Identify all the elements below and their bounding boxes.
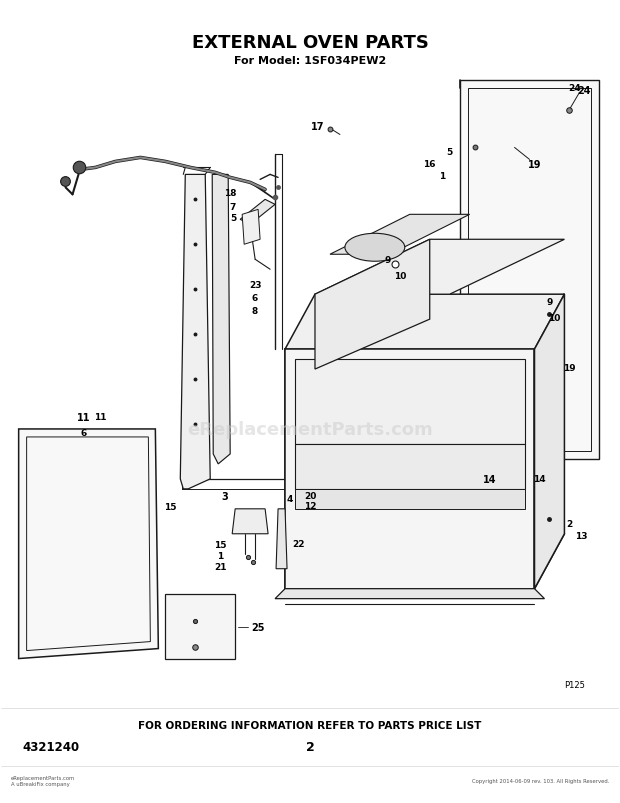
Polygon shape	[315, 240, 564, 295]
Text: 24: 24	[568, 84, 581, 93]
Text: 4: 4	[287, 495, 293, 503]
Polygon shape	[285, 295, 564, 349]
Text: 19: 19	[528, 161, 541, 170]
Text: 2: 2	[566, 520, 572, 528]
Text: 19: 19	[563, 363, 576, 372]
Text: EXTERNAL OVEN PARTS: EXTERNAL OVEN PARTS	[192, 34, 428, 51]
Polygon shape	[275, 589, 544, 599]
Polygon shape	[295, 444, 525, 489]
Text: 1: 1	[438, 172, 445, 181]
Polygon shape	[295, 360, 525, 444]
Text: 18: 18	[224, 189, 236, 198]
Text: For Model: 1SF034PEW2: For Model: 1SF034PEW2	[234, 55, 386, 66]
Text: 6: 6	[81, 429, 87, 438]
Text: 15: 15	[214, 540, 226, 549]
Polygon shape	[180, 175, 210, 489]
Text: 20: 20	[304, 491, 316, 501]
Text: eReplacementParts.com: eReplacementParts.com	[187, 421, 433, 438]
Polygon shape	[212, 175, 230, 464]
Text: 9: 9	[546, 297, 552, 306]
Polygon shape	[276, 509, 287, 569]
Polygon shape	[330, 215, 469, 255]
Text: 11: 11	[94, 413, 107, 422]
Text: FOR ORDERING INFORMATION REFER TO PARTS PRICE LIST: FOR ORDERING INFORMATION REFER TO PARTS …	[138, 720, 482, 731]
Text: 24: 24	[578, 85, 591, 96]
Text: Copyright 2014-06-09 rev. 103. All Rights Reserved.: Copyright 2014-06-09 rev. 103. All Right…	[472, 778, 609, 783]
Text: 7: 7	[229, 202, 236, 211]
Text: 5: 5	[230, 214, 236, 222]
Text: eReplacementParts.com
A uBreakiFix company: eReplacementParts.com A uBreakiFix compa…	[11, 775, 75, 786]
Text: 23: 23	[249, 280, 262, 289]
Text: 5: 5	[446, 148, 453, 157]
Polygon shape	[19, 430, 158, 658]
Text: 14: 14	[533, 475, 546, 483]
Text: 16: 16	[423, 160, 436, 169]
Text: 13: 13	[575, 532, 588, 540]
Polygon shape	[285, 349, 534, 589]
Polygon shape	[242, 210, 260, 245]
Ellipse shape	[345, 234, 405, 262]
Polygon shape	[315, 240, 430, 369]
Text: 12: 12	[304, 502, 316, 511]
Text: 9: 9	[384, 255, 391, 264]
Text: 2: 2	[306, 740, 314, 753]
Text: 15: 15	[164, 503, 177, 512]
Polygon shape	[534, 295, 564, 589]
Text: 1: 1	[217, 552, 223, 560]
Text: 4321240: 4321240	[22, 740, 79, 753]
Polygon shape	[295, 489, 525, 509]
Text: 17: 17	[311, 122, 325, 132]
Polygon shape	[459, 80, 600, 459]
Text: 14: 14	[483, 475, 497, 484]
Text: 21: 21	[214, 563, 226, 572]
Text: 25: 25	[251, 622, 265, 632]
Polygon shape	[232, 509, 268, 534]
Polygon shape	[166, 594, 235, 658]
Text: P125: P125	[564, 680, 585, 689]
Text: 8: 8	[252, 306, 259, 316]
Text: 11: 11	[77, 413, 91, 422]
Text: 10: 10	[394, 271, 406, 280]
Text: 22: 22	[292, 540, 304, 548]
Text: 3: 3	[222, 491, 229, 501]
Text: 6: 6	[252, 293, 259, 302]
Polygon shape	[240, 200, 275, 225]
Text: 10: 10	[548, 313, 560, 322]
